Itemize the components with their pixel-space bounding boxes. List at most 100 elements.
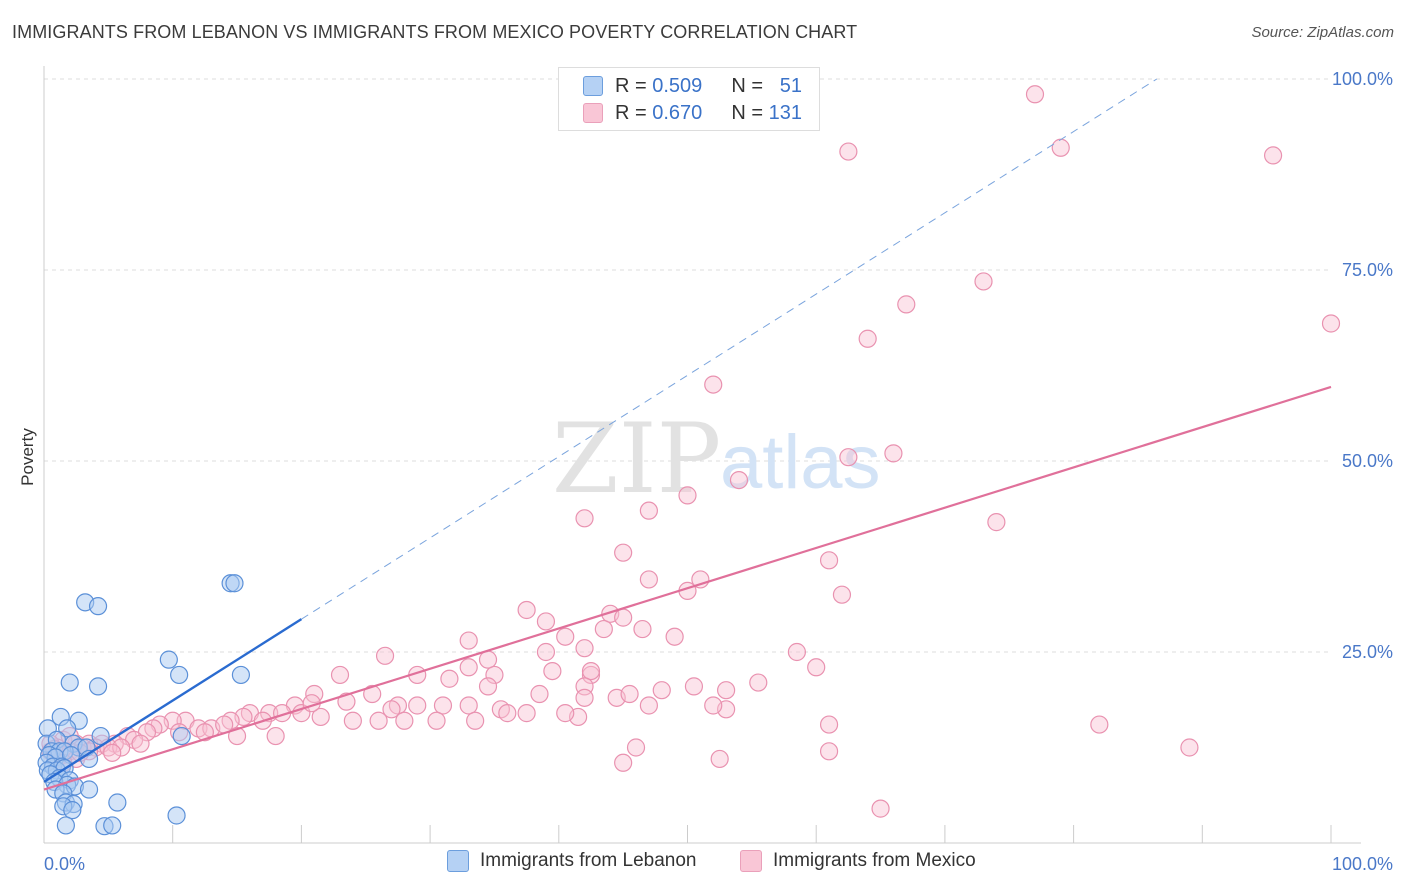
mexico-point xyxy=(639,696,658,715)
mexico-point xyxy=(459,658,478,677)
mexico-point xyxy=(1263,146,1283,165)
mexico-point xyxy=(620,684,639,704)
mexico-point xyxy=(639,570,658,589)
bottom-legend-label-mexico: Immigrants from Mexico xyxy=(773,850,976,871)
lebanon-point xyxy=(88,677,108,696)
mexico-point xyxy=(665,627,684,646)
lebanon-point xyxy=(56,816,75,835)
lebanon-point xyxy=(225,574,244,593)
mexico-point xyxy=(807,658,826,677)
lebanon-point xyxy=(159,650,178,669)
mexico-point xyxy=(536,642,556,662)
mexico-point xyxy=(594,619,613,639)
mexico-point xyxy=(363,684,382,704)
mexico-point xyxy=(427,711,446,730)
mexico-point xyxy=(195,723,214,742)
lebanon-point xyxy=(88,597,108,616)
mexico-point xyxy=(633,619,652,639)
y-tick-label: 75.0% xyxy=(1342,260,1393,280)
bottom-legend-mexico: Immigrants from Mexico xyxy=(740,850,976,872)
mexico-point xyxy=(832,585,852,604)
axes xyxy=(43,66,1361,844)
lebanon-trend-line xyxy=(43,618,303,783)
y-tick-label: 100.0% xyxy=(1332,69,1393,89)
mexico-point xyxy=(440,669,459,688)
mexico-point xyxy=(704,375,723,394)
mexico-point xyxy=(626,738,646,757)
mexico-point xyxy=(581,661,601,681)
bottom-legend-lebanon: Immigrants from Lebanon xyxy=(447,850,697,872)
legend-row-lebanon: R = 0.509 N = 51 xyxy=(583,74,802,98)
mexico-point xyxy=(1090,715,1109,734)
source-label: Source: ZipAtlas.com xyxy=(1251,24,1394,41)
legend-swatch-lebanon xyxy=(583,76,603,96)
legend-r-value-lebanon: 0.509 xyxy=(652,74,703,97)
mexico-point xyxy=(408,696,427,715)
mexico-point xyxy=(1180,738,1199,757)
mexico-point xyxy=(517,704,536,723)
mexico-point xyxy=(729,471,749,490)
mexico-point xyxy=(974,272,993,291)
mexico-point xyxy=(266,726,285,746)
mexico-point xyxy=(819,715,839,734)
mexico-point xyxy=(485,665,504,685)
mexico-point xyxy=(1025,85,1045,104)
lebanon-point xyxy=(167,806,186,825)
mexico-point xyxy=(536,612,556,631)
mexico-point xyxy=(614,543,633,562)
lebanon-point xyxy=(60,673,79,692)
mexico-point xyxy=(1051,138,1070,157)
mexico-point xyxy=(614,608,633,627)
legend-swatch-mexico xyxy=(583,103,603,123)
mexico-point xyxy=(839,448,858,467)
mexico-point xyxy=(395,711,414,730)
mexico-point xyxy=(1321,314,1341,333)
mexico-point xyxy=(639,501,658,520)
mexico-point xyxy=(103,743,122,762)
mexico-point xyxy=(556,704,575,723)
mexico-point xyxy=(819,551,839,570)
lebanon-point xyxy=(91,726,110,746)
x-tick-label: 100.0% xyxy=(1332,854,1393,874)
mexico-point xyxy=(556,627,575,646)
mexico-point xyxy=(543,661,562,681)
mexico-point xyxy=(478,677,498,696)
mexico-point xyxy=(530,684,549,704)
mexico-point xyxy=(871,799,890,818)
lebanon-point xyxy=(103,816,122,835)
mexico-point xyxy=(575,688,594,707)
lebanon-point xyxy=(172,726,191,746)
lebanon-trend-extension xyxy=(301,78,1158,620)
watermark-atlas: atlas xyxy=(720,420,881,505)
y-tick-label: 50.0% xyxy=(1342,451,1393,471)
bottom-legend-swatch-lebanon xyxy=(447,850,469,872)
mexico-point xyxy=(717,681,736,700)
lebanon-point xyxy=(108,793,127,812)
legend-box: R = 0.509 N = 51 R = 0.670 N = 131 xyxy=(558,67,820,131)
mexico-point xyxy=(678,486,697,505)
mexico-point xyxy=(839,142,858,161)
lebanon-point xyxy=(170,665,189,685)
mexico-point xyxy=(459,696,478,715)
mexico-point xyxy=(575,639,594,658)
y-axis-label: Poverty xyxy=(18,428,37,486)
mexico-point xyxy=(581,665,601,685)
legend-r-label: R = xyxy=(615,101,647,124)
mexico-point xyxy=(343,711,362,730)
mexico-point xyxy=(311,707,330,727)
legend-n-label: N = xyxy=(731,74,764,97)
mexico-point xyxy=(987,513,1006,532)
mexico-point xyxy=(433,696,453,715)
mexico-point xyxy=(466,711,485,730)
trend-lines xyxy=(43,78,1332,791)
mexico-point xyxy=(819,742,839,761)
mexico-point xyxy=(684,677,704,696)
mexico-point xyxy=(375,646,395,665)
mexico-point xyxy=(227,726,247,746)
y-tick-label: 25.0% xyxy=(1342,642,1393,662)
mexico-point xyxy=(112,738,131,757)
legend-r-label: R = xyxy=(615,74,647,97)
lebanon-points xyxy=(37,574,251,836)
mexico-point xyxy=(652,681,671,700)
